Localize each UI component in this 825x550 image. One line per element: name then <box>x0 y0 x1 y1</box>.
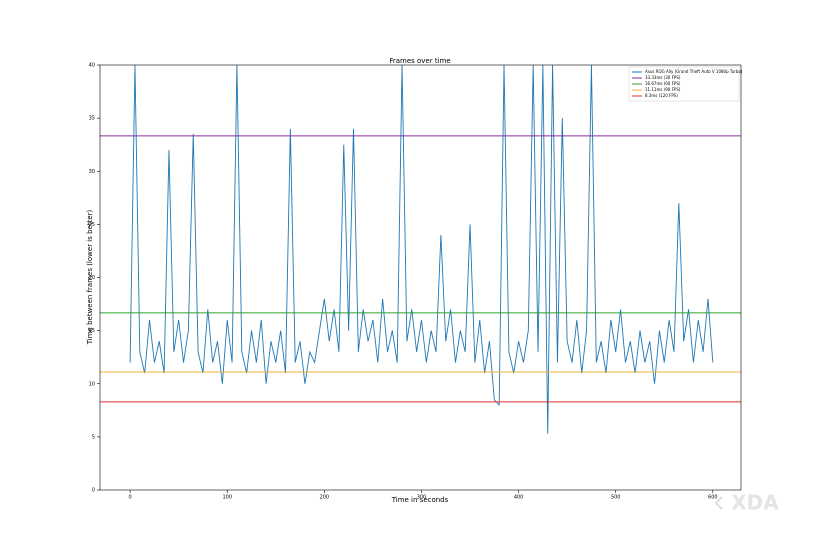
y-tick-label: 10 <box>89 381 95 387</box>
y-tick-label: 35 <box>89 116 95 122</box>
legend-label: 8.3ms (120 FPS) <box>645 93 678 98</box>
data-line <box>129 64 714 434</box>
x-tick-label: 300 <box>417 495 427 501</box>
y-axis-label: Time between frames (lower is better) <box>86 209 94 345</box>
x-axis-label: Time in seconds <box>391 496 449 504</box>
legend-label: 33.33ms (30 FPS) <box>645 75 681 80</box>
y-tick-label: 25 <box>89 222 95 228</box>
legend-box <box>628 66 740 102</box>
x-tick-label: 100 <box>222 495 232 501</box>
x-tick-label: 0 <box>129 495 132 501</box>
x-tick-label: 500 <box>611 495 621 501</box>
x-tick-label: 400 <box>514 495 524 501</box>
logo-mark <box>714 496 723 510</box>
x-tick-label: 600 <box>708 495 718 501</box>
legend-label: 11.11ms (90 FPS) <box>645 87 681 92</box>
y-tick-label: 40 <box>89 63 95 69</box>
y-tick-label: 5 <box>92 434 95 440</box>
x-tick-label: 200 <box>320 495 330 501</box>
chart-title: Frames over time <box>389 57 450 65</box>
watermark: XDA <box>731 491 779 515</box>
plot-frame <box>99 64 742 491</box>
y-tick-label: 15 <box>89 328 95 334</box>
legend-label: Asus ROG Ally (Grand Theft Auto V 1080p … <box>645 69 743 74</box>
y-tick-label: 30 <box>89 169 95 175</box>
legend-label: 16.67ms (60 FPS) <box>645 81 681 86</box>
y-tick-label: 20 <box>89 275 95 281</box>
y-tick-label: 0 <box>92 488 95 494</box>
